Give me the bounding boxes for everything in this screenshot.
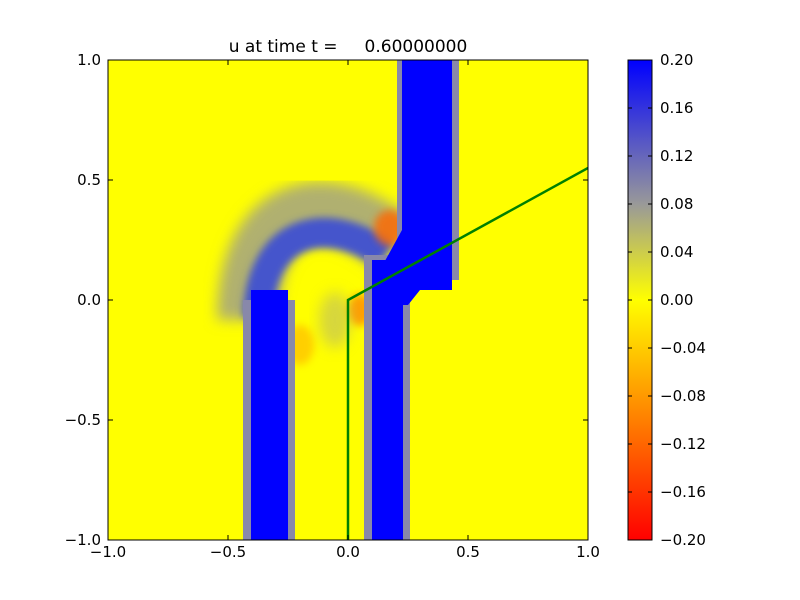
colorbar-tick-label: 0.16 (660, 99, 693, 117)
y-tick-label: 0.5 (77, 171, 101, 189)
y-tick-label: −1.0 (65, 531, 101, 549)
colorbar-tick-label: −0.12 (660, 435, 706, 453)
grey-blob-middle (319, 292, 351, 348)
colorbar-tick-label: 0.04 (660, 243, 693, 261)
x-tick-marks (107, 60, 589, 540)
x-axis: −1.0 −0.5 0.0 0.5 1.0 (90, 60, 600, 561)
x-tick-label: −1.0 (90, 543, 126, 561)
y-tick-label: −0.5 (65, 411, 101, 429)
colorbar-tick-label: 0.12 (660, 147, 693, 165)
y-tick-label: 0.0 (77, 291, 101, 309)
x-tick-label: 1.0 (576, 543, 600, 561)
colorbar-tick-label: −0.16 (660, 483, 706, 501)
chart-title: u at time t = 0.60000000 (229, 37, 468, 57)
colorbar-tick-label: −0.04 (660, 339, 706, 357)
colorbar: 0.20 0.16 0.12 0.08 0.04 0.00 −0.04 −0.08 −0.12 −… (627, 51, 706, 549)
band-join (380, 230, 452, 305)
band-left (251, 290, 288, 540)
colorbar-tick-label: 0.00 (660, 291, 693, 309)
colorbar-tick-label: 0.20 (660, 51, 693, 69)
colorbar-ticks: 0.20 0.16 0.12 0.08 0.04 0.00 −0.04 −0.08 −0.12 −… (628, 51, 706, 549)
band-right-bottom (372, 260, 403, 540)
colorbar-tick-label: −0.20 (660, 531, 706, 549)
x-tick-label: 0.5 (456, 543, 480, 561)
overlay-line (346, 166, 588, 540)
arc-core (243, 217, 394, 319)
heatmap-area (108, 60, 588, 540)
x-tick-label: −0.5 (210, 543, 246, 561)
x-tick-label: 0.0 (336, 543, 360, 561)
heatmap-bands (243, 60, 459, 540)
y-tick-label: 1.0 (77, 51, 101, 69)
heatmap-arc (217, 182, 416, 321)
colorbar-tick-label: 0.08 (660, 195, 693, 213)
y-tick-marks (108, 59, 588, 541)
y-axis: 1.0 0.5 0.0 −0.5 −1.0 (65, 51, 588, 549)
colorbar-tick-label: −0.08 (660, 387, 706, 405)
